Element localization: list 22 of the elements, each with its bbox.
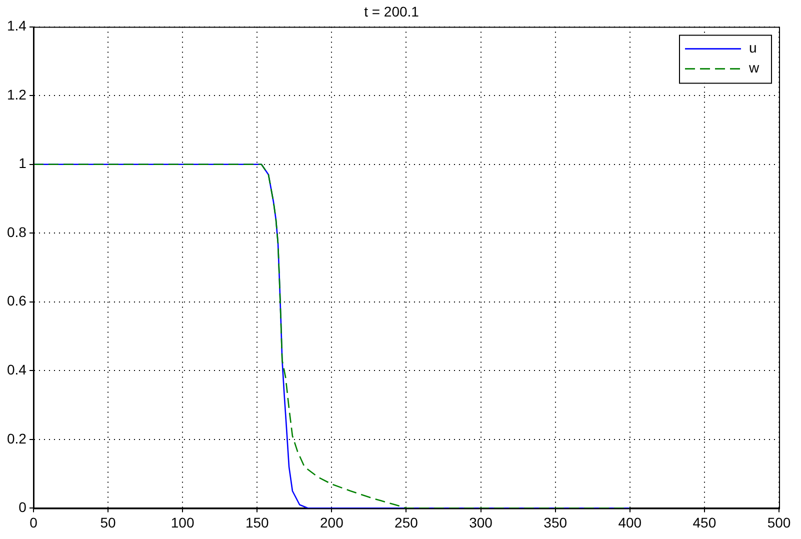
- x-tick-label: 300: [469, 514, 493, 530]
- x-tick-label: 0: [30, 514, 38, 530]
- x-tick-label: 500: [767, 514, 791, 530]
- y-tick-label: 0.2: [6, 430, 27, 446]
- x-tick-label: 250: [394, 514, 418, 530]
- x-tick-label: 150: [245, 514, 270, 530]
- x-tick-label: 400: [618, 514, 642, 530]
- y-tick-label: 0.4: [6, 362, 27, 378]
- legend-label: u: [749, 40, 757, 56]
- y-tick-label: 1.4: [6, 18, 27, 34]
- legend-label: w: [748, 60, 760, 76]
- y-tick-label: 0.8: [6, 224, 27, 240]
- x-tick-label: 450: [692, 514, 716, 530]
- x-tick-label: 100: [170, 514, 194, 530]
- y-tick-label: 0: [18, 499, 27, 516]
- y-tick-label: 1.2: [6, 86, 27, 102]
- y-tick-label: 0.6: [6, 292, 27, 309]
- x-tick-label: 200: [320, 514, 344, 530]
- chart-title: t = 200.1: [364, 3, 420, 20]
- x-tick-label: 350: [544, 514, 568, 530]
- y-tick-label: 1: [18, 155, 27, 172]
- x-tick-label: 50: [100, 514, 116, 530]
